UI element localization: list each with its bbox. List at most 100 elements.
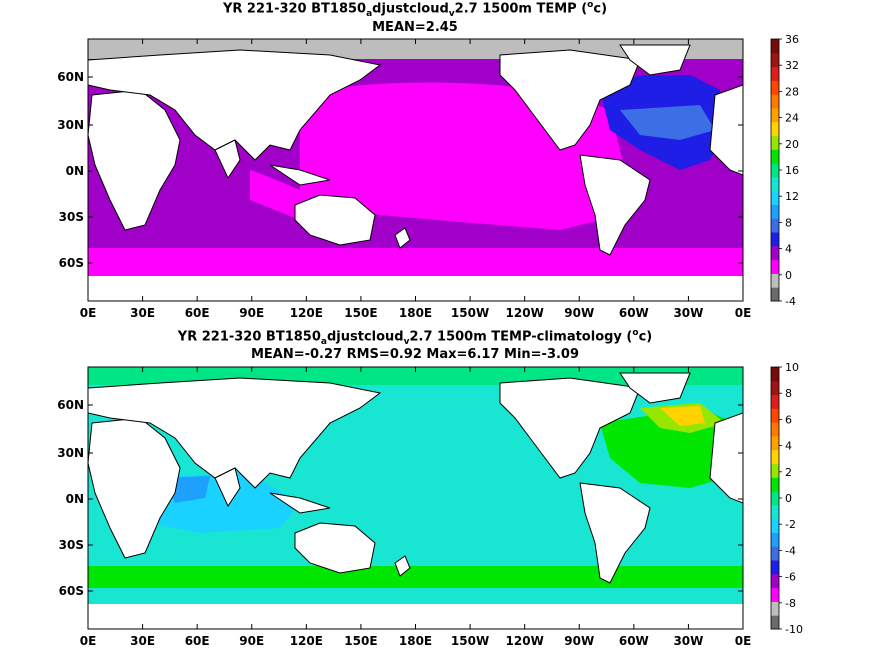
africa: [88, 417, 181, 559]
europe-africa-east: [709, 84, 743, 176]
colorbar-label: 20: [785, 138, 799, 151]
panel1-title: YR 221-320 BT1850adjustcloudv2.7 1500m T…: [222, 0, 608, 19]
x-tick-label: 0E: [80, 306, 97, 320]
panel2-x-axis: 0E 30E 60E 90E 120E 150E 180E 150W 120W 90W 60W 30W…: [80, 367, 752, 648]
colorbar-swatch: [771, 367, 779, 382]
x-tick-label: 90E: [239, 306, 264, 320]
new-zealand: [394, 227, 411, 249]
x-tick-label: 30W: [673, 634, 703, 648]
x-tick-label: 90W: [564, 306, 594, 320]
colorbar-swatch: [771, 601, 779, 616]
colorbar-swatch: [771, 232, 779, 247]
colorbar-swatch: [771, 273, 779, 288]
india: [214, 467, 241, 508]
greenland: [619, 372, 691, 404]
x-tick-label: 0E: [735, 634, 752, 648]
colorbar-label: 8: [785, 216, 792, 229]
india: [214, 139, 241, 180]
x-tick-label: 60W: [619, 634, 649, 648]
x-tick-label: 150E: [344, 634, 377, 648]
panel2-y-axis: 60N 30N 0N 30S 60S: [57, 398, 743, 598]
indonesia: [269, 164, 331, 186]
colorbar-swatch: [771, 204, 779, 219]
colorbar-swatch: [771, 66, 779, 81]
colorbar-label: -2: [785, 518, 796, 531]
colorbar-label: 6: [785, 413, 792, 426]
colorbar-swatch: [771, 477, 779, 492]
colorbar-label: -8: [785, 597, 796, 610]
colorbar-label: 0: [785, 269, 792, 282]
colorbar-swatch: [771, 546, 779, 561]
colorbar-label: 32: [785, 59, 799, 72]
colorbar-swatch: [771, 190, 779, 205]
colorbar-swatch: [771, 518, 779, 533]
colorbar-label: 24: [785, 112, 799, 125]
x-tick-label: 180E: [399, 634, 432, 648]
colorbar-swatch: [771, 149, 779, 164]
colorbar-swatch: [771, 107, 779, 123]
panel2-title: YR 221-320 BT1850adjustcloudv2.7 1500m T…: [177, 328, 653, 347]
atlantic-lightblue-field: [620, 105, 715, 140]
y-tick-label: 0N: [66, 164, 84, 178]
x-tick-label: 30E: [130, 634, 155, 648]
colorbar-swatch: [771, 615, 779, 630]
y-tick-label: 60S: [59, 256, 84, 270]
y-tick-label: 60S: [59, 584, 84, 598]
colorbar-swatch: [771, 408, 779, 423]
colorbar-label: 12: [785, 190, 799, 203]
x-tick-label: 30W: [673, 306, 703, 320]
atlantic-yellow-field: [660, 406, 705, 426]
colorbar-swatch: [771, 218, 779, 233]
colorbar-label: 16: [785, 164, 799, 177]
colorbar-label: 10: [785, 361, 799, 374]
colorbar-swatch: [771, 491, 779, 506]
panel1-stats: MEAN=2.45: [372, 20, 458, 35]
indian-field: [170, 165, 230, 210]
x-tick-label: 150E: [344, 306, 377, 320]
new-zealand: [394, 555, 411, 577]
colorbar-swatch: [771, 463, 779, 478]
x-tick-label: 90W: [564, 634, 594, 648]
colorbar-swatch: [771, 176, 779, 192]
greenland: [619, 44, 691, 76]
x-tick-label: 180E: [399, 306, 432, 320]
colorbar-swatch: [771, 504, 779, 520]
continents: [88, 44, 743, 256]
colorbar-swatch: [771, 394, 779, 409]
colorbar-swatch: [771, 380, 779, 396]
x-tick-label: 30E: [130, 306, 155, 320]
x-tick-label: 120E: [290, 306, 323, 320]
panel1-y-axis: 60N 30N 0N 30S 60S: [57, 70, 743, 270]
x-tick-label: 60W: [619, 306, 649, 320]
eurasia: [88, 49, 382, 161]
panel1-colorbar: -4 0 4 8 12 16 20 24 28 32 36: [770, 33, 799, 308]
x-tick-label: 60E: [185, 306, 210, 320]
colorbar-swatch: [771, 449, 779, 465]
colorbar-swatch: [771, 560, 779, 575]
colorbar-swatch: [771, 163, 779, 178]
x-tick-label: 120W: [506, 634, 544, 648]
colorbar-swatch: [771, 573, 779, 589]
australia: [294, 194, 376, 246]
colorbar-swatch: [771, 287, 779, 302]
colorbar-label: -4: [785, 544, 796, 557]
colorbar-label: 4: [785, 243, 792, 256]
south-america: [579, 482, 651, 584]
colorbar-swatch: [771, 435, 779, 451]
colorbar-label: -6: [785, 571, 796, 584]
continents: [88, 372, 743, 584]
colorbar-label: 8: [785, 387, 792, 400]
x-tick-label: 120W: [506, 306, 544, 320]
colorbar-label: -4: [785, 295, 796, 308]
panel1-x-axis: 0E 30E 60E 90E 120E 150E 180E 150W 120W 90W 60W 30W…: [80, 39, 752, 320]
colorbar-swatch: [771, 94, 779, 109]
colorbar-swatch: [771, 80, 779, 95]
x-tick-label: 150W: [451, 306, 489, 320]
indonesia: [269, 492, 331, 514]
y-tick-label: 60N: [57, 398, 84, 412]
colorbar-label: 4: [785, 440, 792, 453]
x-tick-label: 0E: [735, 306, 752, 320]
africa: [88, 89, 181, 231]
